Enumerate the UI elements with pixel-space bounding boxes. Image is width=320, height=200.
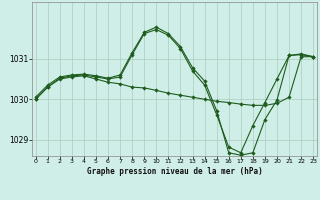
X-axis label: Graphe pression niveau de la mer (hPa): Graphe pression niveau de la mer (hPa) bbox=[86, 167, 262, 176]
